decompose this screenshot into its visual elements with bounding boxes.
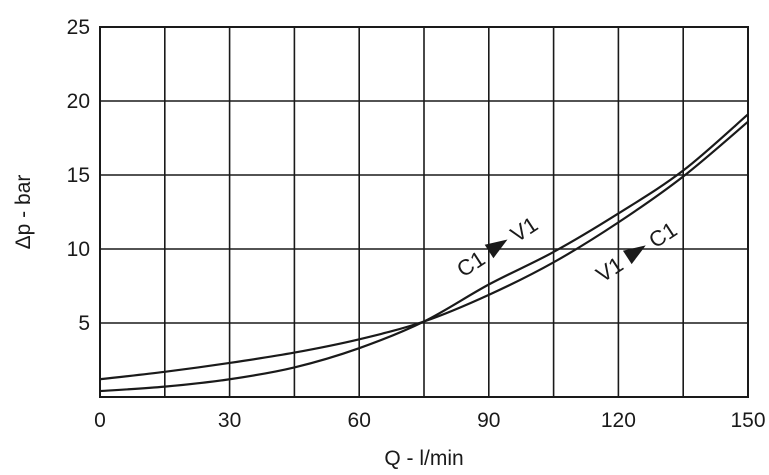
- y-tick-label: 15: [67, 164, 90, 187]
- x-tick-label: 30: [218, 409, 241, 432]
- x-tick-label: 60: [348, 409, 371, 432]
- y-axis-label: Δp - bar: [12, 175, 35, 250]
- x-tick-label: 0: [94, 409, 106, 432]
- flow-annotation: C1 V1: [452, 212, 542, 283]
- chart-grid: [99, 26, 749, 398]
- y-tick-label: 25: [67, 16, 90, 39]
- flow-arrow-icon: [622, 245, 646, 265]
- flow-to-label: V1: [506, 212, 542, 248]
- flow-annotation: V1 C1: [591, 217, 681, 288]
- y-tick-label: 20: [67, 90, 90, 113]
- flow-from-label: V1: [591, 252, 627, 288]
- x-axis-label: Q - l/min: [384, 447, 463, 470]
- plot-frame: [99, 26, 749, 398]
- y-tick-label: 10: [67, 238, 90, 261]
- chart-ticks: 0 30 60 90 120 150 5 10 15 20 25: [67, 16, 766, 432]
- flow-arrow-icon: [484, 239, 508, 259]
- x-tick-label: 120: [601, 409, 636, 432]
- flow-to-label: C1: [644, 217, 681, 253]
- x-tick-label: 90: [477, 409, 500, 432]
- x-tick-label: 150: [730, 409, 765, 432]
- chart-series: [99, 113, 749, 393]
- series-line-2: [99, 113, 749, 393]
- flow-from-label: C1: [452, 246, 489, 282]
- y-tick-label: 5: [78, 312, 90, 335]
